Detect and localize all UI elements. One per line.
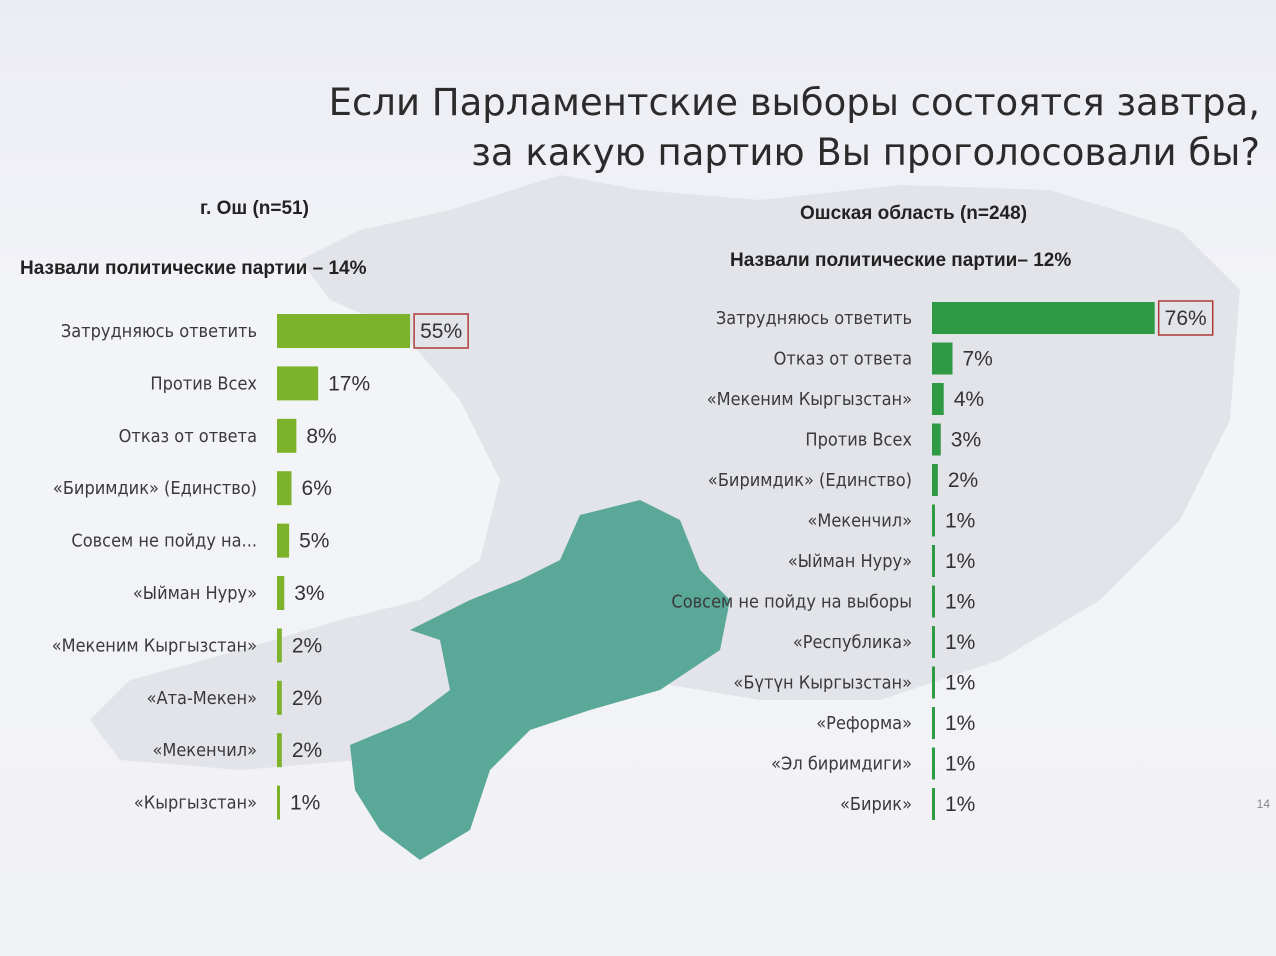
left-category-label-0: Затрудняюсь ответить bbox=[61, 321, 257, 342]
left-value-label-2: 8% bbox=[306, 425, 336, 448]
left-category-label-8: «Мекенчил» bbox=[152, 740, 257, 761]
left-bar-8 bbox=[277, 733, 282, 768]
right-bar-3 bbox=[932, 423, 941, 456]
right-highlight-box bbox=[1157, 300, 1214, 336]
right-value-label-0: 76% bbox=[1165, 307, 1207, 330]
left-category-label-7: «Ата-Мекен» bbox=[147, 688, 257, 709]
left-bar-5 bbox=[277, 576, 285, 610]
left-category-label-3: «Биримдик» (Единство) bbox=[53, 478, 257, 499]
left-value-label-7: 2% bbox=[292, 687, 322, 710]
left-value-label-8: 2% bbox=[292, 739, 322, 762]
left-value-label-1: 17% bbox=[328, 372, 370, 395]
right-category-label-3: Против Всех bbox=[805, 430, 912, 451]
right-category-label-4: «Биримдик» (Единство) bbox=[708, 470, 912, 491]
right-value-label-4: 2% bbox=[948, 469, 978, 492]
left-value-label-5: 3% bbox=[294, 582, 324, 605]
right-value-label-7: 1% bbox=[945, 591, 975, 614]
right-value-label-5: 1% bbox=[945, 510, 975, 533]
slide-title: Если Парламентские выборы состоятся завт… bbox=[280, 78, 1260, 178]
right-value-label-2: 4% bbox=[954, 388, 984, 411]
left-value-label-9: 1% bbox=[290, 792, 320, 815]
right-category-label-12: «Бирик» bbox=[840, 794, 912, 815]
right-bar-12 bbox=[932, 788, 935, 820]
left-bar-4 bbox=[277, 523, 290, 558]
left-value-label-0: 55% bbox=[420, 320, 462, 343]
right-category-label-7: Совсем не пойду на выборы bbox=[671, 592, 912, 613]
right-value-label-12: 1% bbox=[945, 793, 975, 816]
left-bar-0 bbox=[277, 314, 411, 348]
left-panel-subheader: Назвали политические партии – 14% bbox=[20, 258, 367, 279]
right-value-label-6: 1% bbox=[945, 550, 975, 573]
right-category-label-6: «Ыйман Нуру» bbox=[788, 551, 912, 572]
right-bar-11 bbox=[932, 747, 935, 780]
left-bar-6 bbox=[277, 628, 282, 663]
left-bar-2 bbox=[277, 418, 297, 453]
right-panel-subheader: Назвали политические партии– 12% bbox=[730, 250, 1072, 271]
slide-title-line-2: за какую партию Вы проголосовали бы? bbox=[471, 131, 1260, 174]
left-value-label-3: 6% bbox=[302, 477, 332, 500]
right-category-label-8: «Республика» bbox=[793, 632, 912, 653]
right-value-label-9: 1% bbox=[945, 672, 975, 695]
left-highlight-box bbox=[413, 313, 469, 349]
left-category-label-2: Отказ от ответа bbox=[119, 426, 257, 447]
right-category-label-0: Затрудняюсь ответить bbox=[716, 308, 912, 329]
right-category-label-5: «Мекенчил» bbox=[807, 511, 912, 532]
right-bar-4 bbox=[932, 464, 938, 496]
left-bar-7 bbox=[277, 680, 282, 715]
right-bar-7 bbox=[932, 585, 935, 618]
left-value-label-4: 5% bbox=[299, 530, 329, 553]
left-category-label-9: «Кыргызстан» bbox=[134, 793, 257, 814]
right-value-label-3: 3% bbox=[951, 429, 981, 452]
right-bar-8 bbox=[932, 626, 935, 658]
right-value-label-1: 7% bbox=[963, 348, 993, 371]
right-bar-0 bbox=[932, 302, 1155, 334]
left-bar-1 bbox=[277, 366, 319, 401]
left-category-label-6: «Мекеним Кыргызстан» bbox=[52, 635, 257, 656]
right-bar-2 bbox=[932, 383, 944, 415]
left-category-label-5: «Ыйман Нуру» bbox=[133, 583, 257, 604]
right-value-label-11: 1% bbox=[945, 753, 975, 776]
right-bar-1 bbox=[932, 342, 953, 375]
right-bar-9 bbox=[932, 666, 935, 699]
right-category-label-9: «Бүтүн Кыргызстан» bbox=[733, 673, 912, 694]
right-category-label-10: «Реформа» bbox=[816, 713, 912, 734]
map-oblast-highlight bbox=[350, 500, 730, 860]
right-bar-5 bbox=[932, 504, 935, 537]
right-value-label-8: 1% bbox=[945, 631, 975, 654]
left-category-label-4: Совсем не пойду на... bbox=[71, 531, 257, 552]
right-panel-header: Ошская область (n=248) bbox=[800, 203, 1028, 224]
slide-title-line-1: Если Парламентские выборы состоятся завт… bbox=[328, 81, 1260, 124]
left-bar-9 bbox=[277, 785, 280, 820]
left-value-label-6: 2% bbox=[292, 634, 322, 657]
left-bar-3 bbox=[277, 471, 292, 506]
right-value-label-10: 1% bbox=[945, 712, 975, 735]
right-category-label-1: Отказ от ответа bbox=[774, 349, 912, 370]
right-bar-10 bbox=[932, 707, 935, 739]
left-panel-header: г. Ош (n=51) bbox=[200, 198, 309, 219]
right-bar-6 bbox=[932, 545, 935, 577]
left-category-label-1: Против Всех bbox=[150, 373, 257, 394]
page-number: 14 bbox=[1256, 797, 1270, 811]
right-category-label-11: «Эл биримдиги» bbox=[771, 754, 912, 775]
right-category-label-2: «Мекеним Кыргызстан» bbox=[707, 389, 912, 410]
